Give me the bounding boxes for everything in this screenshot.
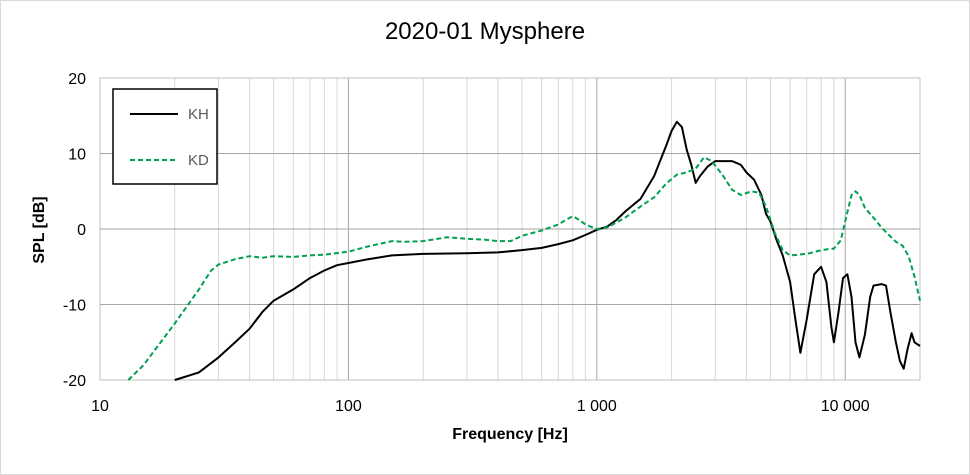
x-tick-label: 1 000 (577, 398, 617, 415)
chart-title: 2020-01 Mysphere (384, 18, 586, 45)
y-tick-label: 20 (68, 71, 86, 88)
y-tick-label: 0 (77, 222, 86, 239)
y-tick-label: -20 (63, 373, 86, 390)
legend: KH KD (112, 88, 218, 185)
x-tick-label: 10 000 (821, 398, 870, 415)
plot-area-border (99, 77, 921, 381)
legend-label-kh: KH (188, 106, 209, 123)
y-tick-label: -10 (63, 298, 86, 315)
x-axis-label: Frequency [Hz] (452, 426, 568, 443)
legend-box (112, 88, 218, 185)
x-tick-label: 100 (335, 398, 362, 415)
series-line-kd (127, 156, 921, 381)
x-tick-labels: 10 100 1 000 10 000 (91, 398, 870, 415)
legend-label-kd: KD (188, 152, 209, 169)
y-tick-label: 10 (68, 147, 86, 164)
x-tick-label: 10 (91, 398, 109, 415)
series-lines (127, 120, 921, 381)
y-tick-labels: -20 -10 0 10 20 (63, 71, 86, 390)
series-line-kh (174, 120, 921, 381)
